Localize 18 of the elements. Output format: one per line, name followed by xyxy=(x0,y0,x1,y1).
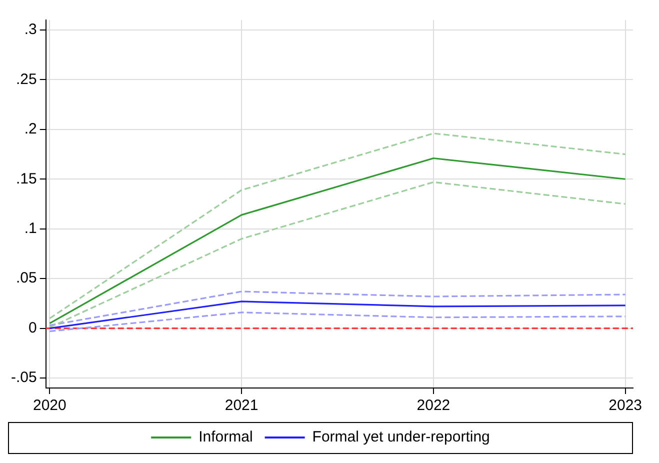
y-tick-label: 0 xyxy=(28,319,37,336)
legend-label: Informal xyxy=(198,428,253,446)
line-series xyxy=(48,290,626,326)
line-series xyxy=(48,181,626,328)
y-tick-label: -.05 xyxy=(10,369,37,386)
y-tick-label: .15 xyxy=(16,170,37,188)
y-tick-label: .3 xyxy=(24,21,37,38)
y-tick-label: .25 xyxy=(16,70,37,88)
y-tick-label: .1 xyxy=(24,220,37,238)
legend-label: Formal yet under-reporting xyxy=(312,428,490,446)
y-tick-label: .2 xyxy=(24,120,37,138)
line-series xyxy=(48,132,626,320)
x-tick-label: 2023 xyxy=(608,397,642,414)
x-tick-label: 2020 xyxy=(32,397,66,414)
x-tick-label: 2022 xyxy=(416,397,450,414)
x-tick-label: 2021 xyxy=(224,397,258,414)
y-tick-label: .05 xyxy=(16,270,37,287)
line-series xyxy=(48,312,626,332)
